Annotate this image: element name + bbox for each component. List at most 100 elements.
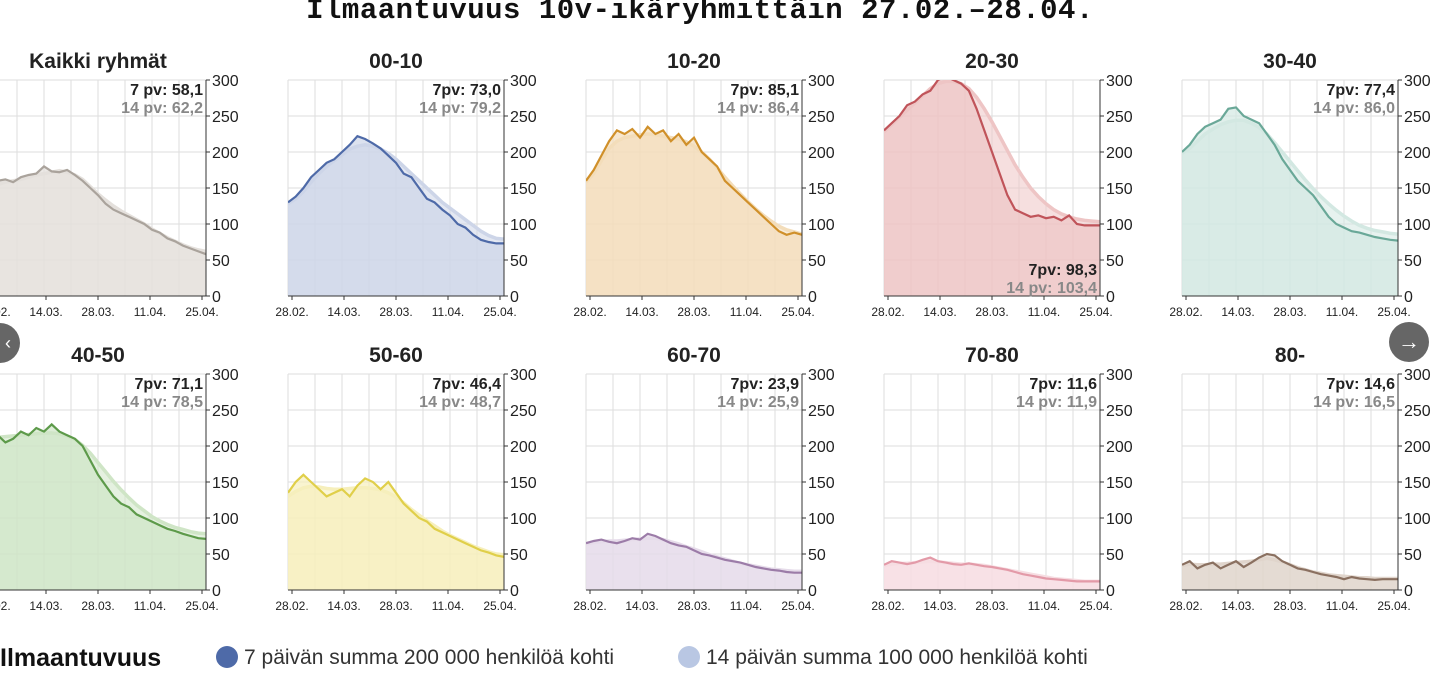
y-tick-label: 250: [808, 109, 835, 126]
y-tick-label: 100: [808, 217, 835, 234]
page-title: Ilmaantuvuus 10v-ikäryhmittäin 27.02.–28…: [306, 0, 1094, 27]
line-7pv: [586, 125, 802, 236]
y-tick-label: 250: [510, 109, 537, 126]
chart-panel-3: 0 50 100 150 200 250 300 28.02. 14.03. 28.03. 11.0…: [871, 50, 1132, 319]
y-tick-label: 0: [1404, 583, 1413, 600]
line-7pv: [884, 80, 1100, 227]
plot-area: [884, 556, 1100, 590]
label-14pv: 14 pv: 78,5: [121, 394, 203, 411]
x-tick-label: 25.04.: [483, 599, 516, 613]
chart-title: Kaikki ryhmät: [29, 50, 167, 73]
x-tick-label: 28.02.: [573, 599, 606, 613]
label-14pv: 14 pv: 103,4: [1006, 280, 1097, 297]
label-14pv: 14 pv: 11,9: [1016, 394, 1097, 411]
x-tick-label: 14.03.: [625, 599, 658, 613]
y-tick-label: 250: [510, 403, 537, 420]
y-tick-label: 200: [212, 145, 239, 162]
x-tick-label: 25.04.: [185, 599, 218, 613]
y-tick-label: 250: [212, 403, 239, 420]
x-tick-label: 14.03.: [923, 305, 956, 319]
x-tick-label: 11.04.: [730, 305, 762, 319]
x-tick-label: 28.02.: [275, 599, 308, 613]
y-tick-label: 150: [1106, 475, 1133, 492]
x-tick-label: 14.03.: [1221, 599, 1254, 613]
y-tick-label: 150: [212, 181, 239, 198]
line-14pv: [288, 143, 504, 241]
x-tick-label: 28.02.: [275, 305, 308, 319]
x-tick-label: 28.03.: [81, 305, 114, 319]
plot-area: [288, 134, 504, 296]
charts-grid: 0 50 100 150 200 250 300 28.02. 14.03. 28.03. 11.0…: [0, 50, 1431, 613]
chart-panel-7: 0 50 100 150 200 250 300 28.02. 14.03. 28.03. 11.0…: [573, 344, 834, 613]
y-tick-label: 200: [510, 145, 537, 162]
x-tick-label: 28.02.: [573, 305, 606, 319]
chart-panel-0: 0 50 100 150 200 250 300 28.02. 14.03. 28.03. 11.0…: [0, 50, 239, 319]
y-tick-label: 0: [212, 583, 221, 600]
x-tick-label: 11.04.: [730, 599, 762, 613]
x-tick-label: 28.03.: [677, 599, 710, 613]
y-tick-label: 250: [1106, 403, 1133, 420]
x-tick-label: 14.03.: [29, 305, 62, 319]
carousel-next-button[interactable]: →: [1389, 322, 1429, 362]
chart-panel-8: 0 50 100 150 200 250 300 28.02. 14.03. 28.03. 11.0…: [871, 344, 1132, 613]
y-tick-label: 250: [808, 403, 835, 420]
label-7pv: 7pv: 23,9: [731, 376, 800, 393]
y-tick-label: 300: [1404, 73, 1431, 90]
x-tick-label: 25.04.: [781, 599, 814, 613]
y-tick-label: 300: [1106, 73, 1133, 90]
y-tick-label: 300: [510, 73, 537, 90]
x-tick-label: 28.03.: [81, 599, 114, 613]
plot-area: [586, 125, 802, 296]
label-7pv: 7pv: 11,6: [1029, 376, 1097, 393]
arrow-right-icon: →: [1398, 329, 1420, 354]
x-tick-label: 28.02.: [0, 599, 11, 613]
line-7pv: [0, 422, 206, 540]
y-tick-label: 100: [1404, 511, 1431, 528]
y-tick-label: 150: [808, 181, 835, 198]
x-tick-label: 25.04.: [483, 305, 516, 319]
area-7pv: [288, 474, 504, 590]
y-tick-label: 50: [808, 253, 826, 270]
y-tick-label: 200: [212, 439, 239, 456]
y-tick-label: 100: [808, 511, 835, 528]
chart-title: 50-60: [369, 344, 423, 367]
label-14pv: 14 pv: 16,5: [1313, 394, 1395, 411]
line-7pv: [884, 556, 1100, 583]
label-14pv: 14 pv: 86,0: [1313, 100, 1395, 117]
label-7pv: 7pv: 77,4: [1327, 82, 1396, 99]
y-tick-label: 0: [510, 289, 519, 306]
label-7pv: 7pv: 73,0: [433, 82, 502, 99]
carousel-prev-button[interactable]: ‹: [0, 323, 20, 363]
y-tick-label: 100: [510, 511, 537, 528]
chart-title: 20-30: [965, 50, 1019, 73]
line-7pv: [288, 134, 504, 245]
label-14pv: 14 pv: 86,4: [717, 100, 799, 117]
y-tick-label: 0: [1106, 289, 1115, 306]
x-tick-label: 11.04.: [134, 599, 166, 613]
x-tick-label: 28.02.: [1169, 599, 1202, 613]
x-tick-label: 11.04.: [1326, 305, 1358, 319]
x-tick-label: 28.03.: [1273, 305, 1306, 319]
x-tick-label: 28.03.: [379, 305, 412, 319]
x-tick-label: 28.03.: [677, 305, 710, 319]
y-tick-label: 200: [1106, 145, 1133, 162]
label-7pv: 7pv: 71,1: [135, 376, 204, 393]
plot-area: [0, 422, 206, 590]
plot-area: [1182, 106, 1398, 296]
line-7pv: [288, 473, 504, 558]
legend-item-14pv: 14 päivän summa 100 000 henkilöä kohti: [678, 646, 1088, 670]
y-tick-label: 300: [510, 367, 537, 384]
chart-title: 80-: [1275, 344, 1305, 367]
y-tick-label: 50: [510, 547, 528, 564]
legend-dot-7pv-icon: [216, 646, 238, 668]
y-tick-label: 250: [1404, 403, 1431, 420]
y-tick-label: 50: [1106, 547, 1124, 564]
plot-area: [288, 473, 504, 590]
area-7pv: [1182, 107, 1398, 296]
y-tick-label: 300: [212, 73, 239, 90]
x-tick-label: 14.03.: [29, 599, 62, 613]
legend-item-7pv: 7 päivän summa 200 000 henkilöä kohti: [216, 646, 614, 670]
chart-title: 40-50: [71, 344, 125, 367]
y-tick-label: 150: [1404, 181, 1431, 198]
y-tick-label: 300: [808, 367, 835, 384]
